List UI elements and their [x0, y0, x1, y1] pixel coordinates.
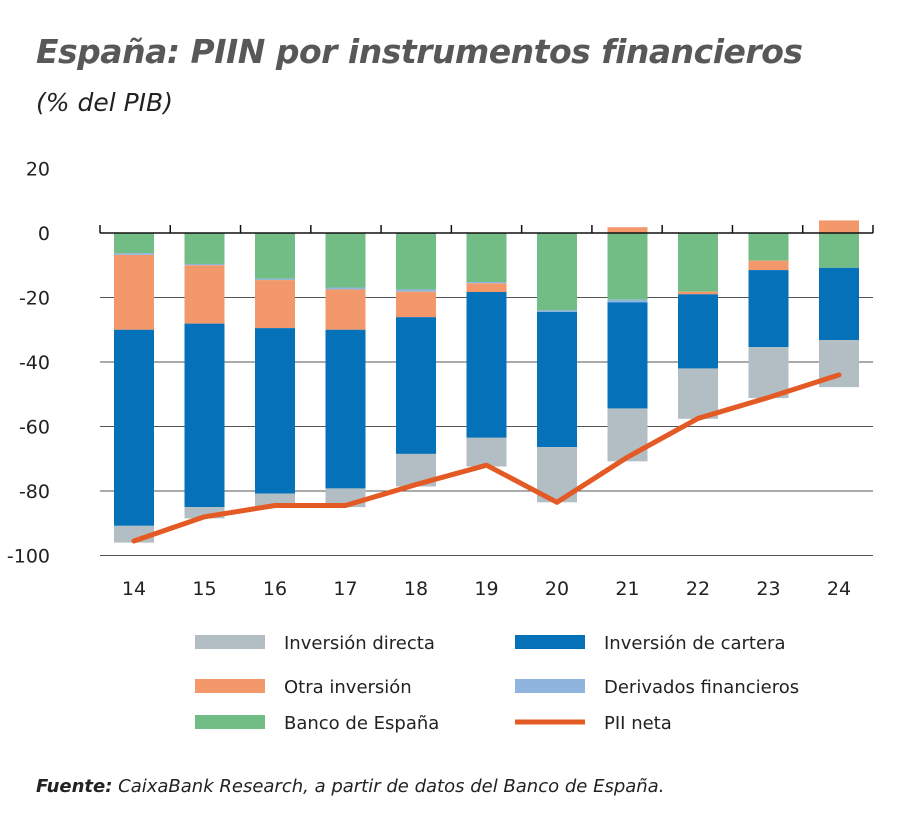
bar-segment: [466, 233, 507, 283]
y-tick-label: -20: [19, 288, 50, 310]
bar-segment: [819, 267, 859, 341]
bar-segment: [537, 310, 577, 313]
bar-segment: [819, 220, 859, 233]
bar-segment: [114, 254, 154, 330]
bar-segment: [255, 233, 295, 279]
bar-segment: [678, 233, 718, 292]
bar-segment: [396, 289, 436, 292]
y-tick-label: 20: [26, 159, 50, 181]
bar-segment: [537, 233, 577, 311]
x-tick-label: 21: [615, 578, 639, 600]
bar-segment: [114, 329, 154, 526]
bar-segment: [325, 233, 366, 288]
legend-label: Derivados financieros: [604, 677, 799, 698]
x-tick-label: 16: [263, 578, 287, 600]
y-tick-label: -100: [7, 546, 50, 568]
bar-segment: [255, 328, 295, 494]
x-tick-label: 15: [192, 578, 216, 600]
bar-segment: [607, 233, 648, 300]
x-tick-label: 20: [545, 578, 569, 600]
chart-title: España: PIIN por instrumentos financiero…: [36, 32, 803, 71]
y-tick-label: 0: [38, 223, 50, 245]
bar-segment: [678, 368, 718, 419]
bar-segment: [537, 312, 577, 448]
y-tick-label: -40: [19, 352, 50, 374]
y-tick-label: -80: [19, 481, 50, 503]
bar-segment: [607, 302, 648, 409]
legend-swatch: [195, 715, 265, 729]
x-tick-label: 14: [122, 578, 146, 600]
x-tick-label: 17: [333, 578, 357, 600]
legend-swatch: [195, 635, 265, 649]
bar-segment: [114, 233, 154, 254]
bar-segment: [748, 260, 789, 271]
bar-segment: [325, 287, 366, 290]
x-tick-label: 19: [474, 578, 498, 600]
legend-swatch: [515, 679, 585, 693]
bar-segment: [325, 329, 366, 489]
bar-segment: [184, 233, 225, 264]
bar-segment: [607, 299, 648, 303]
legend-label: Inversión directa: [284, 633, 435, 654]
bar-segment: [466, 292, 507, 438]
bar-segment: [466, 282, 507, 284]
bar-segment: [678, 294, 718, 369]
legend-swatch: [195, 679, 265, 693]
source-label: Fuente:: [36, 776, 113, 797]
x-tick-label: 23: [756, 578, 780, 600]
bar-segment: [607, 408, 648, 462]
legend-label: PII neta: [604, 713, 672, 734]
bar-segment: [678, 291, 718, 295]
bar-segment: [396, 317, 436, 454]
source-note: Fuente: CaixaBank Research, a partir de …: [36, 776, 664, 797]
bar-segment: [466, 437, 507, 467]
bar-segment: [607, 227, 648, 233]
bar-segment: [748, 347, 789, 399]
bar-segment: [466, 283, 507, 293]
y-tick-label: -60: [19, 417, 50, 439]
bar-segment: [184, 265, 225, 324]
source-text: CaixaBank Research, a partir de datos de…: [112, 776, 665, 797]
pii-neta-line: [131, 372, 842, 544]
x-tick-label: 24: [827, 578, 851, 600]
bar-segment: [255, 278, 295, 281]
chart-subtitle: (% del PIB): [36, 88, 173, 117]
legend-label: Banco de España: [284, 713, 439, 734]
bar-segment: [184, 507, 225, 519]
bar-segment: [396, 291, 436, 318]
bar-segment: [396, 233, 436, 290]
bar-segment: [184, 263, 225, 266]
legend-label: Otra inversión: [284, 677, 412, 698]
bar-segment: [255, 280, 295, 329]
bar-segment: [184, 323, 225, 508]
x-tick-label: 18: [404, 578, 428, 600]
legend-swatch: [515, 635, 585, 649]
bar-segment: [748, 270, 789, 348]
x-tick-label: 22: [686, 578, 710, 600]
bar-segment: [748, 233, 789, 261]
bar-segment: [819, 233, 859, 268]
legend-label: Inversión de cartera: [604, 633, 785, 654]
bar-segment: [325, 289, 366, 330]
bar-segment: [114, 253, 154, 255]
